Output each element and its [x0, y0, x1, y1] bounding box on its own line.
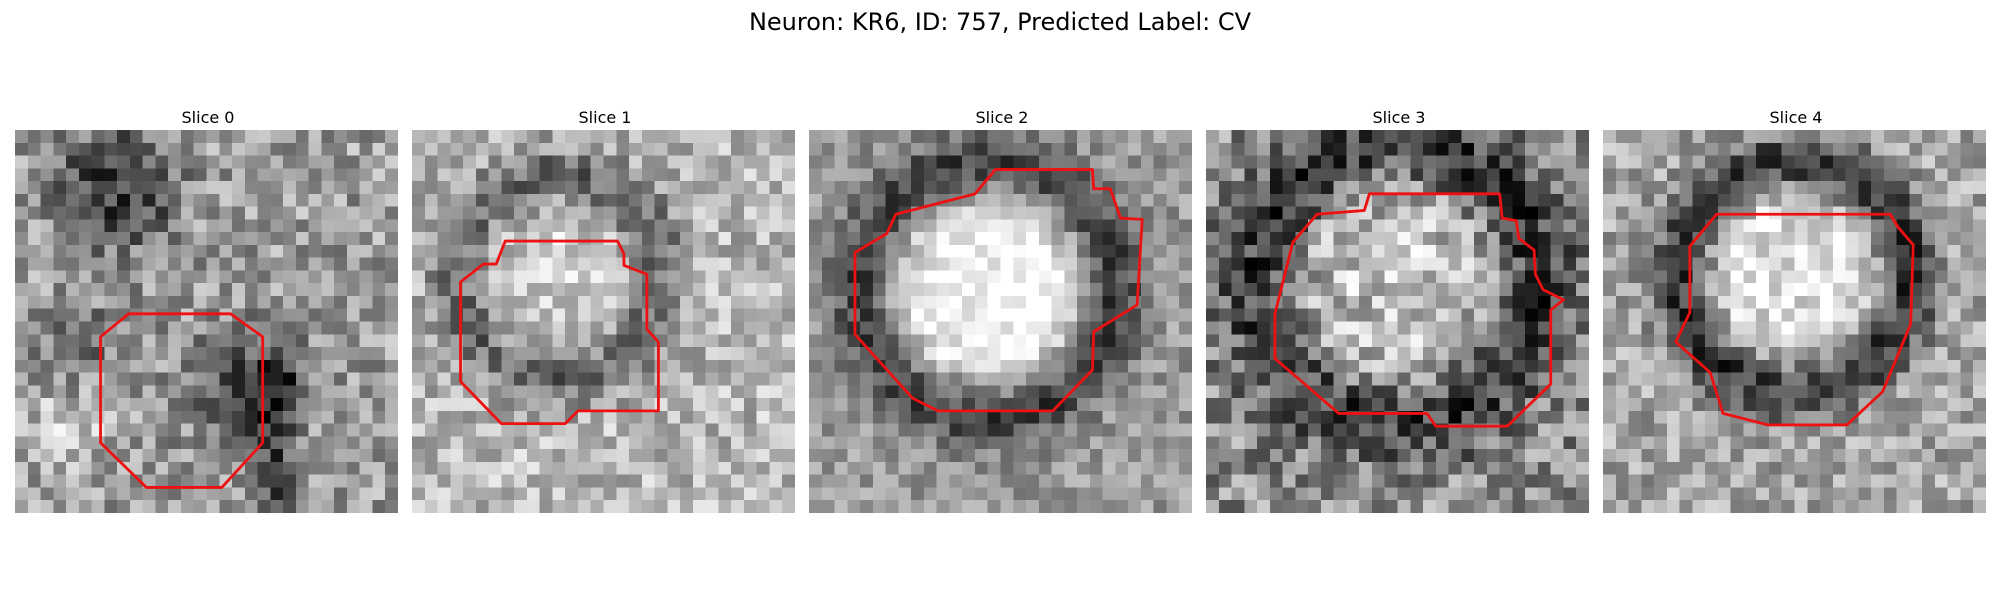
slice-image-3 [1206, 130, 1589, 513]
slice-panel-3: Slice 3 [1206, 108, 1592, 513]
slice-image-0 [15, 130, 398, 513]
pixel-grid [15, 130, 398, 513]
pixel-grid [1603, 130, 1986, 513]
figure-title: Neuron: KR6, ID: 757, Predicted Label: C… [748, 8, 1252, 36]
slice-title-2: Slice 2 [975, 108, 1029, 127]
segmentation-contour [1674, 212, 1915, 427]
pixel-grid [809, 130, 1192, 513]
slice-title-0: Slice 0 [181, 108, 235, 127]
pixel-grid [412, 130, 795, 513]
slice-panel-2: Slice 2 [809, 108, 1195, 513]
slice-title-4: Slice 4 [1769, 108, 1823, 127]
segmentation-contour [1273, 192, 1565, 428]
slice-panel-1: Slice 1 [412, 108, 798, 513]
slice-title-1: Slice 1 [578, 108, 632, 127]
slice-image-4 [1603, 130, 1986, 513]
slice-panel-0: Slice 0 [15, 108, 401, 513]
pixel-grid [1206, 130, 1589, 513]
slice-image-2 [809, 130, 1192, 513]
segmentation-contour [99, 312, 265, 489]
slice-title-3: Slice 3 [1372, 108, 1426, 127]
segmentation-contour [459, 239, 660, 426]
slice-panel-4: Slice 4 [1603, 108, 1989, 513]
slice-image-1 [412, 130, 795, 513]
segmentation-contour [853, 168, 1144, 413]
